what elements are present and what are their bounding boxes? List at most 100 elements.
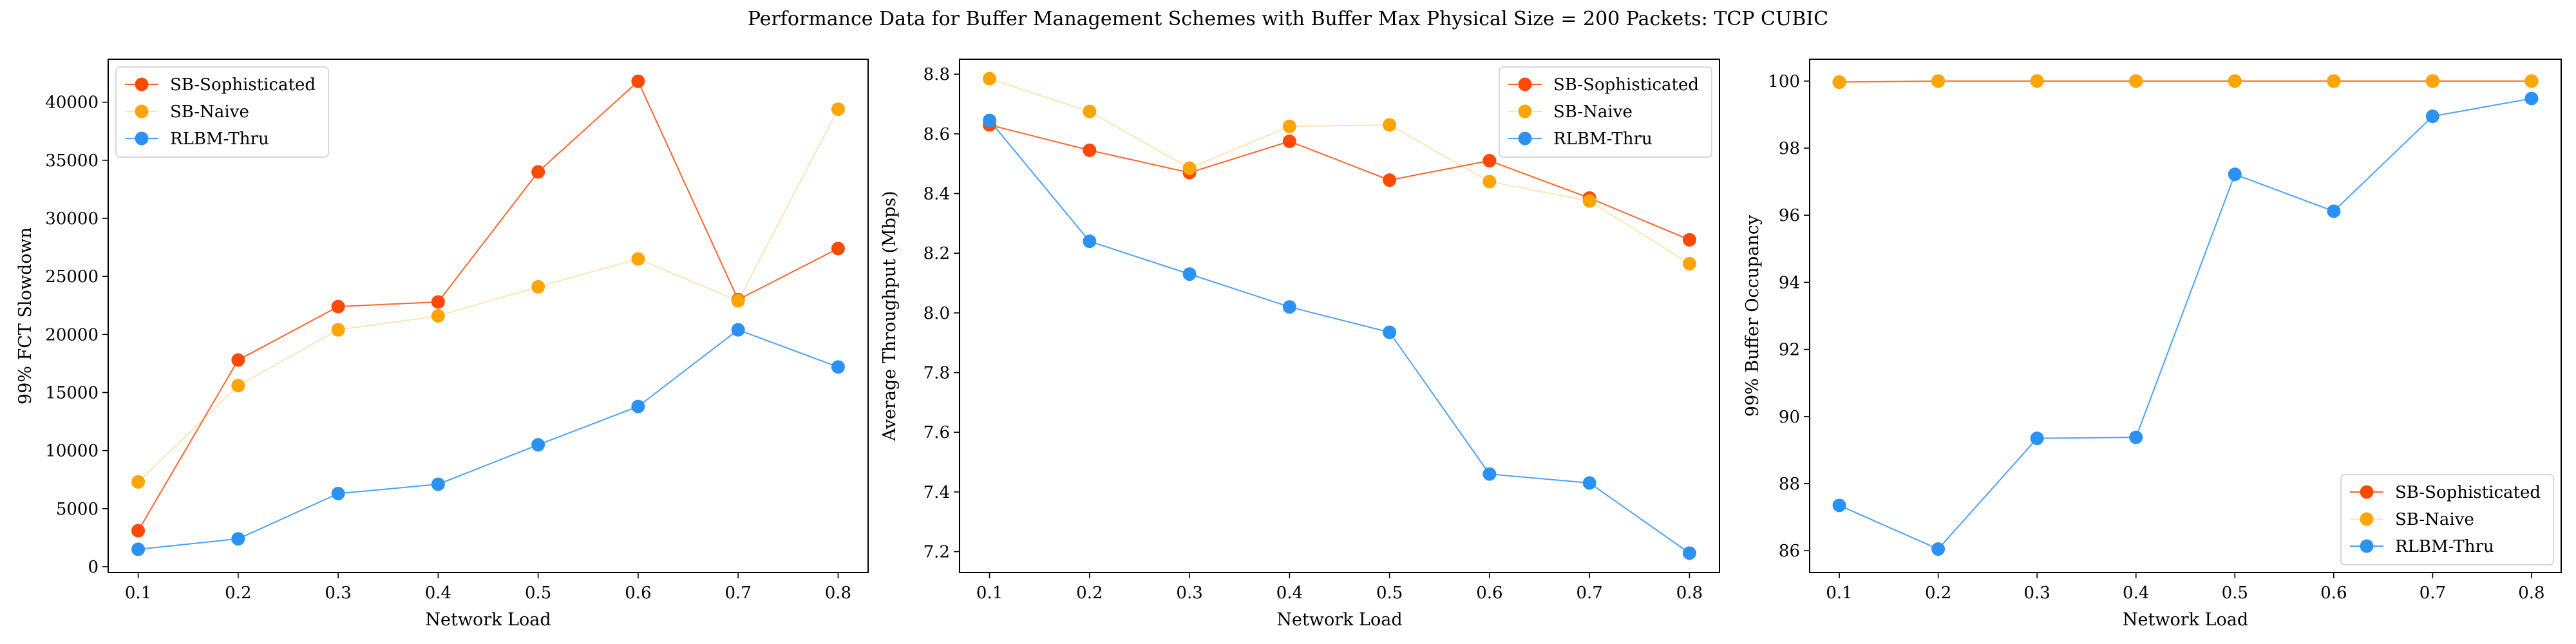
legend-swatch-marker <box>2360 485 2374 499</box>
data-point <box>2524 91 2539 106</box>
x-axis-label: Network Load <box>1276 610 1402 630</box>
x-tick-label: 0.4 <box>2123 583 2149 603</box>
data-point <box>531 438 545 452</box>
data-point <box>1383 173 1397 187</box>
legend-swatch-marker <box>1518 104 1532 118</box>
x-tick-label: 0.5 <box>525 583 551 603</box>
series-line-sb-naive <box>989 78 1690 265</box>
series-line-sb-sophisticated <box>989 124 1690 241</box>
series-line-sb-naive <box>1839 80 2532 83</box>
x-tick-label: 0.1 <box>125 583 151 603</box>
data-point <box>831 360 845 374</box>
x-tick-label: 0.4 <box>425 583 451 603</box>
data-point <box>331 323 345 337</box>
data-point <box>983 71 997 86</box>
data-point <box>231 532 245 546</box>
data-point <box>2030 431 2044 446</box>
data-point <box>731 323 745 337</box>
legend-entry: SB-Naive <box>1553 102 1633 122</box>
y-tick-label: 96 <box>1779 206 1800 225</box>
data-point <box>2228 167 2242 182</box>
y-tick-label: 7.2 <box>923 543 950 562</box>
data-point <box>131 542 146 556</box>
legend-swatch-marker <box>135 77 149 91</box>
plot-frame <box>959 59 1720 573</box>
x-tick-label: 0.7 <box>724 583 751 603</box>
data-point <box>1383 325 1397 339</box>
data-point <box>1931 74 1946 88</box>
y-tick-label: 88 <box>1779 475 1800 494</box>
data-point <box>1182 161 1197 175</box>
legend-swatch-marker <box>1518 131 1532 146</box>
x-tick-label: 0.5 <box>1376 583 1403 603</box>
data-point <box>2327 204 2341 218</box>
data-point <box>983 113 997 128</box>
legend-box <box>2340 474 2554 565</box>
legend: SB-Sophisticated SB-Naive RLBM-Thru <box>115 66 329 158</box>
data-point <box>1682 546 1696 560</box>
data-point <box>2425 109 2439 124</box>
y-tick-label: 8.0 <box>923 304 950 323</box>
x-tick-label: 0.6 <box>2320 583 2347 603</box>
x-tick-label: 0.6 <box>625 583 651 603</box>
data-point <box>2129 430 2143 444</box>
data-point <box>431 295 445 309</box>
x-tick-label: 0.6 <box>1476 583 1502 603</box>
y-tick-label: 8.4 <box>923 185 950 204</box>
y-tick-label: 94 <box>1779 273 1800 292</box>
plot-frame <box>1809 59 2562 573</box>
x-tick-label: 0.7 <box>1576 583 1602 603</box>
data-point <box>1482 154 1497 168</box>
y-tick-label: 35000 <box>45 151 99 171</box>
legend-entry: RLBM-Thru <box>170 129 269 149</box>
data-point <box>1383 118 1397 132</box>
data-point <box>431 309 445 323</box>
x-tick-label: 0.1 <box>976 583 1003 603</box>
y-tick-label: 30000 <box>45 209 99 229</box>
data-point <box>631 74 645 88</box>
data-point <box>1832 498 1846 513</box>
data-point <box>1182 267 1197 281</box>
legend-entry: SB-Sophisticated <box>2395 483 2541 502</box>
x-tick-label: 0.8 <box>825 583 851 603</box>
data-point <box>131 524 146 538</box>
data-point <box>2524 74 2539 88</box>
y-axis-label: Average Throughput (Mbps) <box>880 191 900 441</box>
data-point <box>1482 175 1497 189</box>
series-line-sb-naive <box>137 109 839 483</box>
x-tick-label: 0.2 <box>1076 583 1103 603</box>
legend: SB-Sophisticated SB-Naive RLBM-Thru <box>2340 474 2554 565</box>
y-tick-label: 20000 <box>45 325 99 345</box>
x-tick-label: 0.3 <box>1176 583 1202 603</box>
data-point <box>531 165 545 179</box>
data-point <box>2129 74 2143 88</box>
y-axis-label: 99% FCT Slowdown <box>15 227 35 404</box>
y-tick-label: 98 <box>1779 139 1800 158</box>
legend-entry: RLBM-Thru <box>1553 129 1653 149</box>
data-point <box>2425 74 2439 88</box>
legend-swatch-marker <box>2360 512 2374 526</box>
x-tick-label: 0.2 <box>1925 583 1951 603</box>
y-tick-label: 15000 <box>45 384 99 403</box>
data-point <box>1582 194 1596 208</box>
legend-entry: SB-Naive <box>170 102 249 122</box>
chart-panel-3: 0.1 0.2 0.3 0.4 0.5 0.6 0.7 0.8 86 88 90 92 94 96 98 10… <box>1743 59 2562 630</box>
data-point <box>2030 74 2044 88</box>
y-tick-label: 25000 <box>45 267 99 287</box>
data-point <box>1083 143 1097 157</box>
x-tick-label: 0.5 <box>2222 583 2248 603</box>
data-point <box>231 353 245 367</box>
legend-swatch-marker <box>2360 539 2374 553</box>
y-tick-label: 7.4 <box>923 483 950 502</box>
x-tick-label: 0.2 <box>225 583 251 603</box>
data-point <box>831 242 845 256</box>
series-line-sb-sophisticated <box>1839 80 2532 83</box>
data-point <box>1282 134 1296 148</box>
x-tick-label: 0.3 <box>325 583 351 603</box>
y-tick-label: 5000 <box>56 500 99 519</box>
data-point <box>1931 542 1946 556</box>
legend-entry: SB-Sophisticated <box>170 75 316 95</box>
x-tick-label: 0.3 <box>2023 583 2050 603</box>
x-tick-label: 0.7 <box>2420 583 2446 603</box>
chart-panel-2: 0.1 0.2 0.3 0.4 0.5 0.6 0.7 0.8 7.2 7.4 7.6 7.8 8.0 8… <box>880 59 1720 630</box>
